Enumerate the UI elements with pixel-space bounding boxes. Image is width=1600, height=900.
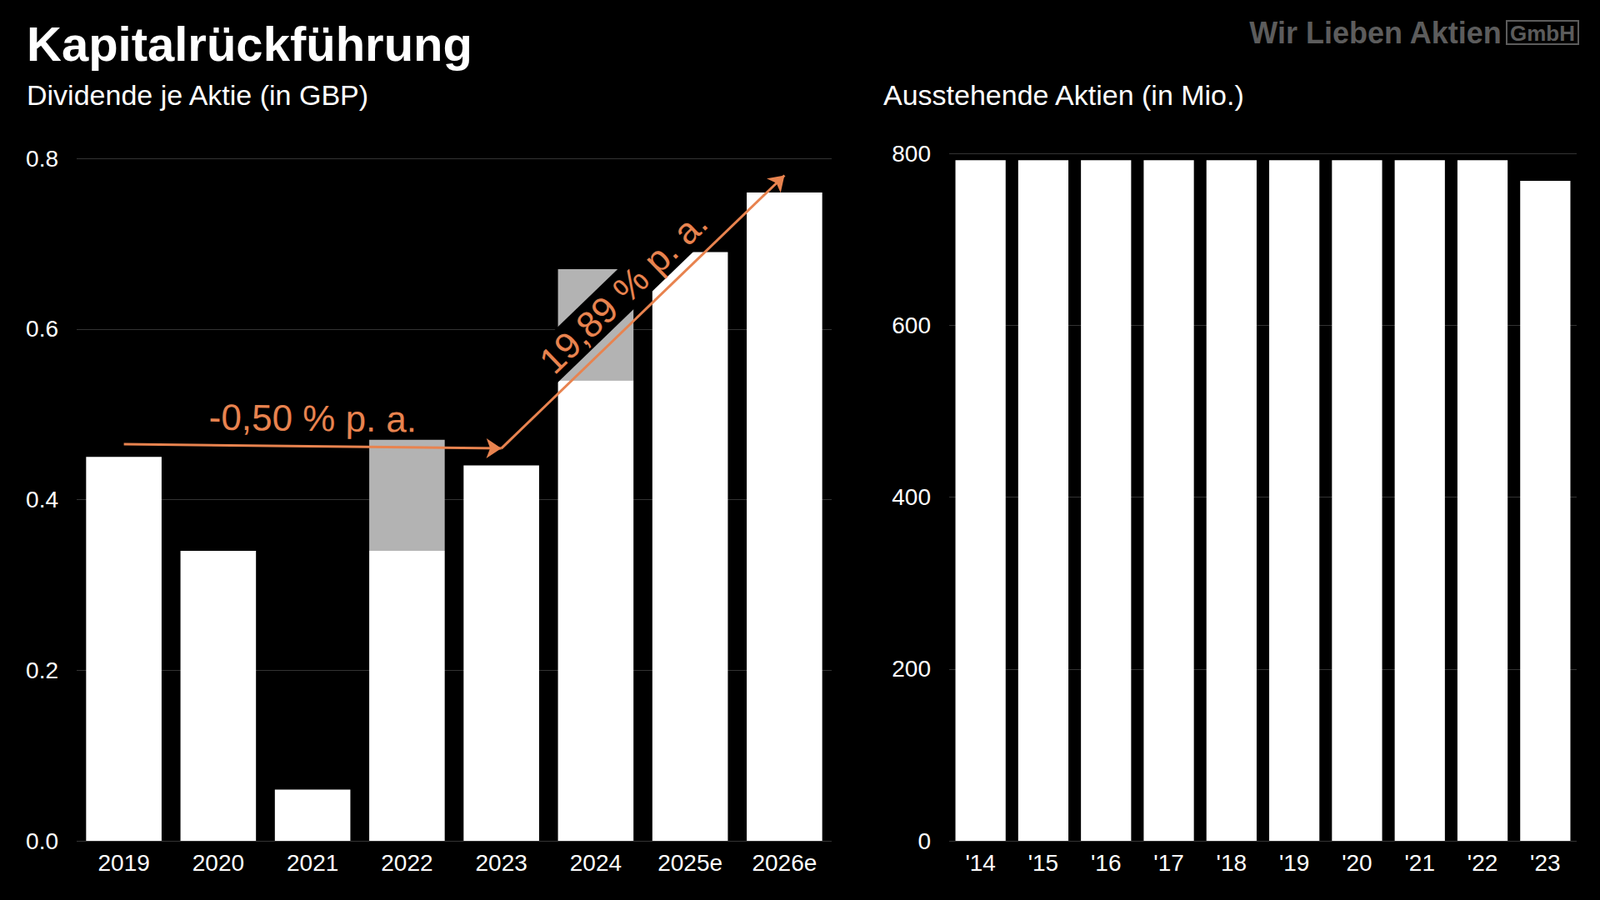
svg-text:'19: '19	[1279, 850, 1310, 876]
svg-text:800: 800	[891, 140, 931, 167]
svg-text:2022: 2022	[380, 850, 433, 876]
svg-text:'16: '16	[1090, 850, 1122, 876]
svg-text:'22: '22	[1467, 850, 1499, 876]
svg-text:2026e: 2026e	[751, 850, 817, 876]
svg-text:Ausstehende Aktien (in Mio.): Ausstehende Aktien (in Mio.)	[883, 79, 1245, 111]
svg-text:2020: 2020	[192, 850, 245, 876]
svg-text:'21: '21	[1405, 850, 1436, 876]
svg-text:0.4: 0.4	[25, 486, 59, 513]
svg-text:'15: '15	[1028, 850, 1060, 876]
svg-text:0.6: 0.6	[25, 315, 59, 342]
svg-text:2021: 2021	[286, 850, 339, 876]
svg-text:'23: '23	[1530, 850, 1561, 876]
svg-text:200: 200	[891, 655, 931, 682]
svg-text:0.0: 0.0	[25, 828, 59, 855]
svg-text:Wir Lieben Aktien: Wir Lieben Aktien	[1249, 15, 1501, 50]
svg-text:Dividende je Aktie (in GBP): Dividende je Aktie (in GBP)	[26, 79, 369, 111]
svg-text:'20: '20	[1341, 850, 1373, 876]
svg-text:2019: 2019	[97, 850, 150, 876]
svg-text:2025e: 2025e	[657, 850, 723, 876]
svg-text:2024: 2024	[570, 850, 622, 876]
svg-text:-0,50 % p. a.: -0,50 % p. a.	[208, 396, 417, 440]
svg-text:0: 0	[917, 828, 931, 855]
svg-text:400: 400	[891, 484, 931, 510]
svg-text:'17: '17	[1153, 850, 1185, 876]
svg-text:19,89 % p. a.: 19,89 % p. a.	[531, 201, 716, 381]
svg-text:'14: '14	[965, 850, 996, 876]
svg-text:'18: '18	[1216, 850, 1248, 876]
svg-text:0.8: 0.8	[25, 145, 59, 172]
svg-text:GmbH: GmbH	[1510, 20, 1575, 46]
svg-text:0.2: 0.2	[25, 657, 59, 684]
svg-text:2023: 2023	[475, 850, 527, 876]
svg-text:Kapitalrückführung: Kapitalrückführung	[26, 16, 473, 71]
svg-text:600: 600	[891, 312, 931, 339]
